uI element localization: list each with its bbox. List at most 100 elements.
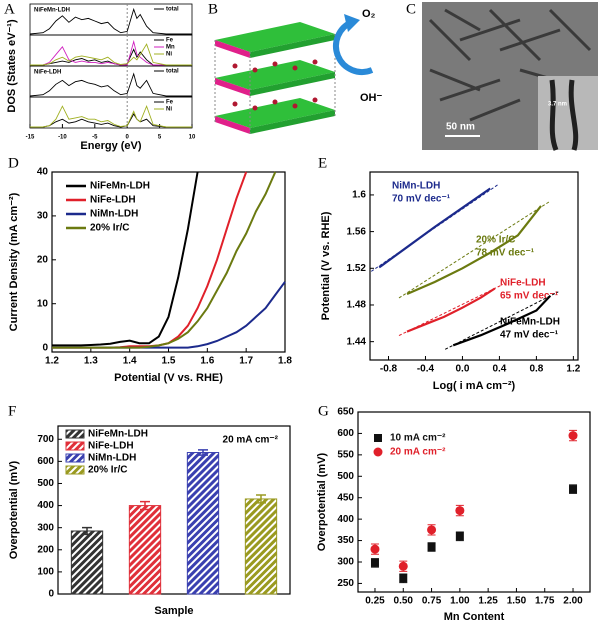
point — [455, 532, 464, 541]
y-axis-label: Current Density (mA cm⁻²) — [8, 192, 20, 331]
inset-fiber — [549, 79, 579, 151]
slope-label: 47 mV dec⁻¹ — [500, 330, 559, 341]
point — [568, 431, 578, 441]
bar — [70, 530, 104, 595]
y-axis-label: Overpotential (mV) — [8, 460, 20, 559]
y-tick-label: 0 — [48, 589, 54, 600]
arrow-head — [344, 14, 360, 32]
annotation: 20 mA cm⁻² — [223, 435, 279, 446]
legend-label: total — [166, 69, 179, 75]
legend-label: NiMn-LDH — [88, 453, 136, 464]
dos-line — [30, 48, 192, 66]
x-axis-label: Log( i mA cm⁻²) — [433, 380, 516, 392]
y-tick-label: 1.52 — [347, 263, 367, 274]
y-axis-label: Potential (V vs. RHE) — [320, 211, 332, 320]
panel-label: D — [8, 155, 19, 171]
point — [427, 525, 437, 535]
dos-line — [30, 43, 192, 66]
x-tick-label: 1.25 — [478, 596, 498, 607]
y-tick-label: 350 — [337, 535, 354, 546]
x-tick-label: 1.8 — [278, 356, 292, 367]
subplot-title: NiFeMn-LDH — [34, 8, 70, 14]
legend-label: Ni — [166, 107, 172, 113]
data-line — [52, 171, 199, 347]
x-tick-label: 0.8 — [529, 364, 543, 375]
tafel-line — [452, 295, 552, 347]
point — [399, 574, 408, 583]
x-tick-label: 1.50 — [507, 596, 527, 607]
subplot-title: NiFe-LDH — [34, 70, 61, 76]
legend-label: 10 mA cm⁻² — [390, 433, 446, 444]
error-bar — [140, 500, 150, 511]
x-tick-label: 1.3 — [84, 356, 98, 367]
legend-label: Mn — [166, 45, 175, 51]
fit-line — [444, 291, 559, 350]
series-label: NiFeMn-LDH — [500, 317, 560, 328]
y-tick-label: 100 — [37, 567, 54, 578]
error-bar — [82, 526, 92, 536]
x-tick-label: 1.00 — [450, 596, 470, 607]
x-tick-label: 0.75 — [422, 596, 442, 607]
legend-label: Fe — [166, 100, 174, 106]
tem-image: C 3.7 nm 50 nm — [406, 1, 598, 151]
tafel-line — [378, 187, 491, 269]
x-tick-label: 1.5 — [162, 356, 176, 367]
bar — [186, 452, 220, 595]
layer — [215, 22, 335, 58]
legend-label: Fe — [166, 38, 174, 44]
y-tick-label: 30 — [37, 211, 49, 222]
dos-line — [29, 7, 192, 35]
legend-label: NiFeMn-LDH — [90, 181, 150, 192]
slope-label: 65 mV dec⁻¹ — [500, 291, 559, 302]
legend-label: NiFeMn-LDH — [88, 429, 148, 440]
reactant-label: OH⁻ — [360, 92, 383, 104]
interlayer-atoms — [232, 59, 318, 111]
legend-swatch — [65, 441, 85, 451]
point — [569, 485, 578, 494]
plot-frame — [357, 411, 591, 593]
y-tick-label: 250 — [337, 578, 354, 589]
y-tick-label: 400 — [37, 500, 54, 511]
y-tick-label: 1.56 — [347, 226, 367, 237]
x-tick-label: 2.00 — [563, 596, 583, 607]
x-tick-label: 0 — [126, 135, 130, 141]
error-bar — [256, 494, 266, 504]
panel-label: C — [406, 1, 416, 17]
y-tick-label: 700 — [37, 434, 54, 445]
dos-line — [30, 104, 192, 128]
layer — [215, 60, 335, 96]
x-tick-label: -5 — [92, 135, 98, 141]
legend-label: Ni — [166, 52, 172, 58]
legend-label: 20% Ir/C — [88, 465, 127, 476]
panel-label: A — [4, 1, 15, 17]
y-tick-label: 300 — [37, 522, 54, 533]
point — [427, 543, 436, 551]
y-tick-label: 20 — [37, 254, 49, 265]
series-label: NiMn-LDH — [392, 181, 440, 192]
x-tick-label: -15 — [26, 135, 35, 141]
legend-marker — [373, 447, 383, 457]
series-label: NiFe-LDH — [500, 278, 546, 289]
plot-frame — [369, 171, 579, 361]
legend-label: 20% Ir/C — [90, 223, 129, 234]
point — [455, 506, 465, 516]
y-tick-label: 650 — [337, 407, 354, 418]
tafel-line — [406, 287, 496, 333]
series-label: 20% Ir/C — [476, 235, 515, 246]
x-tick-label: 0.25 — [365, 596, 385, 607]
scale-label: 50 nm — [446, 122, 475, 133]
layer — [215, 98, 335, 134]
slope-label: 70 mV dec⁻¹ — [392, 194, 451, 205]
x-tick-label: 0.4 — [492, 364, 506, 375]
dos-line — [29, 72, 192, 97]
y-tick-label: 600 — [337, 428, 354, 439]
structure-illustration: B O₂ OH⁻ — [208, 1, 383, 134]
x-tick-label: 1.4 — [123, 356, 137, 367]
bar — [128, 505, 162, 595]
point — [370, 558, 379, 567]
y-tick-label: 600 — [37, 456, 54, 467]
x-tick-label: -0.8 — [380, 364, 398, 375]
point — [370, 544, 380, 554]
panel-label: F — [8, 403, 16, 419]
legend-label: NiMn-LDH — [90, 209, 138, 220]
